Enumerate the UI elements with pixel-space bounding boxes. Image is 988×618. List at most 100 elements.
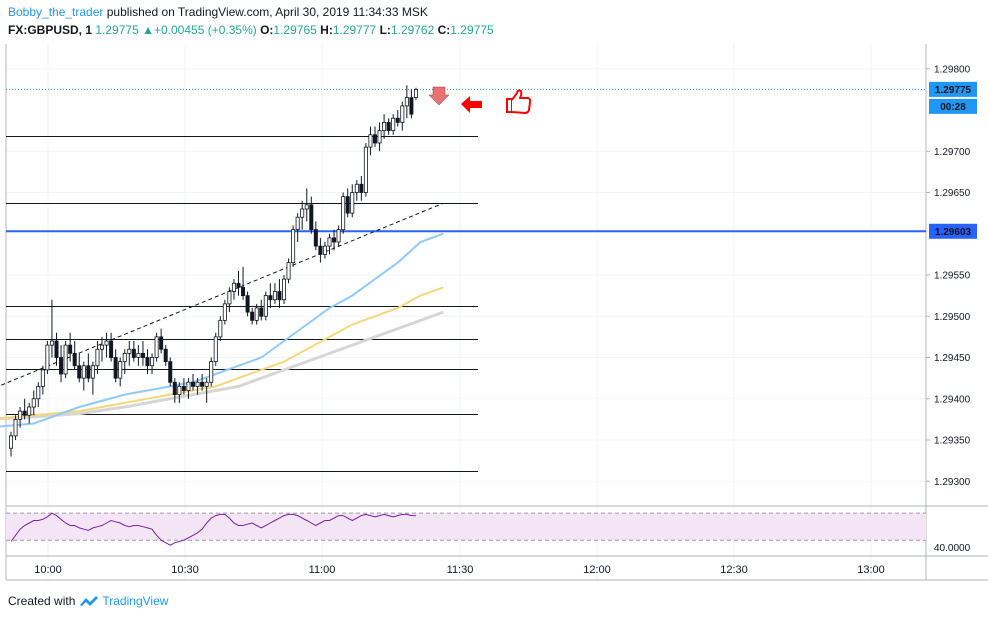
candle xyxy=(245,291,250,317)
candle xyxy=(277,279,282,308)
candle xyxy=(131,341,136,362)
y-tick-label: 1.29500 xyxy=(934,312,971,323)
candle xyxy=(118,357,123,387)
candle xyxy=(145,349,150,374)
candle xyxy=(363,143,368,197)
price-axis[interactable]: 1.29800 1.29700 1.29650 1.29550 1.29500 1.294… xyxy=(926,64,971,554)
candle xyxy=(304,188,309,222)
candle xyxy=(300,200,305,230)
candle xyxy=(190,374,195,391)
candle xyxy=(241,266,246,300)
candle xyxy=(81,361,86,391)
candle xyxy=(295,213,300,242)
candle xyxy=(368,126,373,156)
candle xyxy=(177,382,182,403)
candle xyxy=(372,126,377,148)
high-value: 1.29777 xyxy=(332,23,377,37)
candles xyxy=(8,85,418,457)
candle xyxy=(209,357,214,387)
candle xyxy=(281,275,286,304)
price-change: +0.00455 (+0.35%) xyxy=(153,23,257,37)
y-tick-label: 1.29700 xyxy=(934,147,971,158)
x-tick-label: 11:00 xyxy=(309,564,336,576)
svg-text:1.29775: 1.29775 xyxy=(935,85,972,96)
low-label: L: xyxy=(379,23,391,37)
ma-slow-line xyxy=(0,310,444,421)
candle xyxy=(391,114,396,135)
candle xyxy=(263,291,268,321)
candle xyxy=(181,378,186,395)
candle xyxy=(227,287,232,313)
candle xyxy=(100,336,105,362)
candle xyxy=(272,283,277,304)
candle xyxy=(95,341,100,374)
ma-mid-line xyxy=(0,286,444,420)
candle xyxy=(54,332,59,366)
candle xyxy=(354,180,359,201)
candle xyxy=(400,101,405,131)
candle xyxy=(72,341,77,370)
rsi-pane xyxy=(6,512,926,546)
thumbs-up-icon xyxy=(506,89,532,114)
candle xyxy=(286,258,291,284)
tradingview-logo-icon xyxy=(80,596,99,606)
trendline xyxy=(0,202,444,390)
candle xyxy=(404,85,409,119)
candle xyxy=(341,192,346,234)
trendline-line[interactable] xyxy=(0,202,444,390)
x-tick-label: 12:00 xyxy=(583,564,611,576)
candle xyxy=(200,374,205,391)
candle xyxy=(22,398,27,420)
symbol-label: FX:GBPUSD, 1 xyxy=(8,23,93,37)
candle xyxy=(409,89,414,119)
candle xyxy=(168,357,173,387)
high-label: H: xyxy=(320,23,333,37)
tradingview-link[interactable]: TradingView xyxy=(102,594,169,608)
candle xyxy=(63,341,68,379)
candle xyxy=(382,114,387,139)
annotations xyxy=(428,86,532,114)
candle xyxy=(222,299,227,325)
candle xyxy=(68,332,73,362)
candle xyxy=(150,353,155,374)
time-axis[interactable]: 10:00 10:30 11:00 11:30 12:00 12:30 13:00 xyxy=(34,564,885,576)
candle xyxy=(359,176,364,201)
candle xyxy=(254,303,259,325)
candle xyxy=(309,196,314,234)
candle xyxy=(27,402,32,424)
candle xyxy=(104,332,109,358)
y-tick-label: 1.29450 xyxy=(934,353,971,364)
ohlc-legend: FX:GBPUSD, 1 1.29775 ▲+0.00455 (+0.35%) … xyxy=(8,23,494,37)
candle xyxy=(40,365,45,395)
candle xyxy=(350,184,355,218)
price-tags: 1.29775 00:28 1.29603 xyxy=(929,81,977,239)
svg-text:00:28: 00:28 xyxy=(940,102,966,113)
rsi-band xyxy=(6,513,926,541)
candle xyxy=(77,353,82,383)
candle xyxy=(268,283,273,308)
current-price-tag: 1.29775 xyxy=(929,81,977,97)
candle xyxy=(159,328,164,354)
author-link[interactable]: Bobby_the_trader xyxy=(8,5,104,19)
y-tick-label: 1.29550 xyxy=(934,271,971,282)
candle xyxy=(113,349,118,383)
arrow-down-marker xyxy=(428,86,450,106)
horizontal-levels xyxy=(6,88,926,472)
candle xyxy=(204,378,209,403)
candle xyxy=(109,332,114,362)
candle xyxy=(45,341,50,374)
candle xyxy=(318,237,323,263)
candle xyxy=(386,118,391,135)
y-tick-label: 1.29400 xyxy=(934,394,971,405)
published-text: published on TradingView.com, April 30, … xyxy=(106,5,428,19)
y-tick-label: 1.29350 xyxy=(934,436,971,447)
x-tick-label: 10:30 xyxy=(171,564,199,576)
candle xyxy=(86,353,91,383)
arrow-left-marker xyxy=(461,96,482,113)
candle xyxy=(218,316,223,341)
grid-lines xyxy=(6,44,926,580)
moving-averages xyxy=(0,232,444,428)
open-label: O: xyxy=(260,23,274,37)
candle xyxy=(18,407,23,428)
